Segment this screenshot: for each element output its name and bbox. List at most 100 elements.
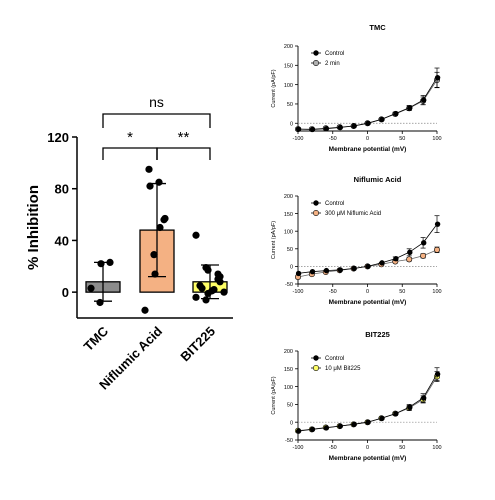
- data-point: [97, 260, 105, 268]
- data-point: [192, 293, 200, 301]
- data-point: [210, 285, 218, 294]
- y-tick-label: 0: [62, 285, 69, 300]
- significance-label: *: [127, 129, 133, 146]
- data-point: [407, 249, 413, 256]
- legend-marker: [312, 59, 319, 66]
- data-point: [379, 415, 385, 421]
- data-point: [192, 231, 200, 239]
- data-point: [150, 251, 158, 259]
- data-point: [351, 265, 357, 272]
- data-point: [407, 404, 413, 410]
- data-point: [96, 298, 104, 307]
- data-point: [393, 255, 399, 262]
- data-point: [295, 126, 302, 132]
- y-tick-label: -50: [285, 282, 293, 288]
- x-axis-label: Membrane potential (mV): [329, 455, 407, 462]
- significance-bracket: [102, 113, 211, 128]
- data-point: [406, 256, 413, 263]
- data-point: [156, 223, 164, 232]
- data-point: [204, 289, 212, 298]
- y-tick-label: 120: [47, 130, 69, 145]
- y-tick-label: 200: [284, 349, 293, 355]
- data-point: [365, 419, 371, 425]
- x-axis-label: Membrane potential (mV): [329, 146, 407, 153]
- x-tick-label: TMC: [81, 323, 112, 354]
- data-point: [365, 120, 371, 126]
- data-point: [365, 263, 371, 270]
- data-point: [87, 284, 95, 292]
- data-point: [141, 306, 149, 314]
- x-tick-label: -50: [329, 289, 337, 295]
- data-point: [204, 266, 212, 274]
- data-point: [198, 284, 206, 292]
- y-tick-label: 200: [284, 44, 293, 50]
- panel-title: Niflumic Acid: [354, 175, 402, 184]
- data-point: [379, 260, 385, 266]
- legend-label: Control: [325, 51, 344, 57]
- x-tick-label: 50: [399, 136, 405, 142]
- data-point: [202, 296, 210, 304]
- x-tick-label: 0: [366, 136, 369, 142]
- data-point: [309, 268, 316, 275]
- data-point: [434, 74, 441, 81]
- y-tick-label: 80: [55, 182, 69, 197]
- data-point: [161, 214, 169, 223]
- legend-label: 10 μM Bit225: [325, 366, 361, 372]
- data-point: [323, 125, 330, 132]
- data-point: [145, 165, 153, 173]
- data-point: [420, 252, 427, 259]
- x-tick-label: -50: [329, 445, 337, 451]
- y-tick-label: 100: [284, 83, 293, 89]
- data-point: [151, 270, 159, 278]
- legend-marker: [313, 355, 319, 361]
- data-point: [155, 178, 163, 186]
- y-axis-label: % Inhibition: [25, 185, 42, 270]
- data-point: [351, 421, 357, 428]
- data-point: [421, 395, 427, 401]
- y-axis-label: Current (pA/pF): [271, 376, 277, 414]
- y-tick-label: 100: [284, 229, 293, 235]
- data-point: [309, 426, 316, 433]
- x-axis-label: Membrane potential (mV): [329, 299, 407, 306]
- panel-title: BIT225: [365, 330, 390, 339]
- y-tick-label: 0: [290, 121, 293, 127]
- data-point: [393, 110, 399, 117]
- x-tick-label: -100: [292, 445, 303, 451]
- data-point: [323, 425, 330, 431]
- data-point: [421, 240, 427, 246]
- y-tick-label: 50: [287, 403, 293, 409]
- significance-bracket: [102, 147, 158, 160]
- significance-bracket: [156, 147, 211, 160]
- data-point: [295, 270, 302, 277]
- y-tick-label: -50: [285, 438, 293, 444]
- data-point: [146, 182, 154, 190]
- x-tick-label: -100: [292, 289, 303, 295]
- legend-label: 300 μM Niflumic Acid: [325, 211, 381, 217]
- x-tick-label: 50: [399, 445, 405, 451]
- significance-label: **: [178, 129, 190, 146]
- data-point: [106, 258, 114, 267]
- data-point: [351, 123, 357, 129]
- x-tick-label: 100: [432, 289, 441, 295]
- data-point: [295, 428, 302, 434]
- data-point: [434, 371, 441, 377]
- x-tick-label: 100: [432, 136, 441, 142]
- x-tick-label: BIT225: [177, 324, 218, 365]
- data-point: [379, 116, 385, 123]
- y-tick-label: 50: [287, 247, 293, 253]
- data-point: [216, 273, 224, 281]
- x-tick-label: -50: [329, 136, 337, 142]
- y-tick-label: 40: [55, 233, 69, 248]
- data-point: [309, 126, 316, 133]
- data-point: [337, 124, 343, 131]
- y-tick-label: 0: [290, 265, 293, 271]
- y-axis-label: Current (pA/pF): [271, 221, 277, 259]
- legend-marker: [313, 200, 319, 206]
- legend-marker: [312, 364, 319, 371]
- y-tick-label: 200: [284, 194, 293, 200]
- data-point: [220, 288, 228, 296]
- legend-label: 2 min: [325, 61, 340, 67]
- y-tick-label: 100: [284, 385, 293, 391]
